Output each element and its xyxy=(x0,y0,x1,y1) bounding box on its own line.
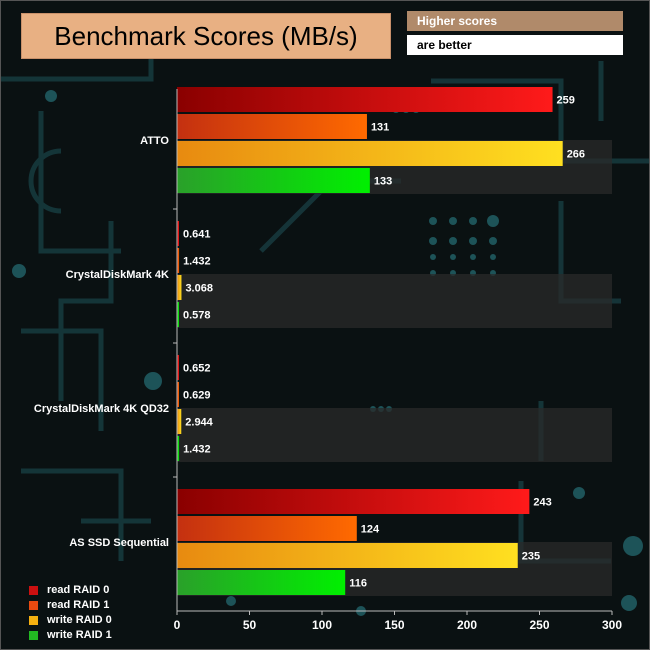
bar-3-3 xyxy=(177,409,182,434)
bar-2-2 xyxy=(177,248,180,273)
legend-label: read RAID 0 xyxy=(47,584,110,596)
legend-label: read RAID 1 xyxy=(47,599,110,611)
legend-item: read RAID 1 xyxy=(29,598,112,612)
bar-2-1 xyxy=(177,114,367,139)
legend-item: write RAID 1 xyxy=(29,628,112,642)
data-label: 0.641 xyxy=(183,229,211,241)
x-tick-label: 200 xyxy=(457,618,477,632)
bar-1-3 xyxy=(177,355,179,380)
data-label: 3.068 xyxy=(185,283,213,295)
bar-1-1 xyxy=(177,87,553,112)
bar-4-1 xyxy=(177,168,370,193)
x-tick-label: 0 xyxy=(174,618,181,632)
x-tick-label: 300 xyxy=(602,618,622,632)
category-label: CrystalDiskMark 4K QD32 xyxy=(34,403,169,415)
data-label: 133 xyxy=(374,176,392,188)
note-are-better: are better xyxy=(407,35,623,55)
data-label: 1.432 xyxy=(183,444,211,456)
note-higher-scores: Higher scores xyxy=(407,11,623,31)
bar-2-3 xyxy=(177,382,179,407)
bar-4-2 xyxy=(177,302,179,327)
x-tick-label: 100 xyxy=(312,618,332,632)
legend-swatch xyxy=(29,585,38,595)
legend-item: write RAID 0 xyxy=(29,613,112,627)
data-label: 0.652 xyxy=(183,363,211,375)
legend-label: write RAID 1 xyxy=(47,629,112,641)
data-label: 116 xyxy=(349,578,367,590)
category-label: CrystalDiskMark 4K xyxy=(66,269,169,281)
category-label: ATTO xyxy=(140,135,169,147)
bar-1-2 xyxy=(177,221,179,246)
bar-4-3 xyxy=(177,436,180,461)
bar-3-4 xyxy=(177,543,518,568)
legend-item: read RAID 0 xyxy=(29,583,112,597)
data-label: 2.944 xyxy=(185,417,213,429)
bar-1-4 xyxy=(177,489,530,514)
bar-2-4 xyxy=(177,516,357,541)
data-label: 259 xyxy=(557,95,575,107)
legend: read RAID 0 read RAID 1 write RAID 0 write … xyxy=(29,583,112,643)
bar-4-4 xyxy=(177,570,346,595)
x-tick-label: 50 xyxy=(243,618,257,632)
bar-3-2 xyxy=(177,275,182,300)
x-tick-label: 250 xyxy=(529,618,549,632)
data-label: 131 xyxy=(371,122,389,134)
legend-swatch xyxy=(29,615,38,625)
data-label: 235 xyxy=(522,551,540,563)
chart-title: Benchmark Scores (MB/s) xyxy=(21,13,391,59)
row-band xyxy=(177,274,612,328)
legend-label: write RAID 0 xyxy=(47,614,112,626)
legend-swatch xyxy=(29,600,38,610)
data-label: 0.578 xyxy=(183,310,211,322)
data-label: 124 xyxy=(361,524,380,536)
legend-swatch xyxy=(29,630,38,640)
data-label: 266 xyxy=(567,149,585,161)
data-label: 0.629 xyxy=(183,390,211,402)
data-label: 1.432 xyxy=(183,256,211,268)
row-band xyxy=(177,408,612,462)
data-label: 243 xyxy=(533,497,551,509)
bar-3-1 xyxy=(177,141,563,166)
x-tick-label: 150 xyxy=(384,618,404,632)
category-label: AS SSD Sequential xyxy=(69,537,169,549)
